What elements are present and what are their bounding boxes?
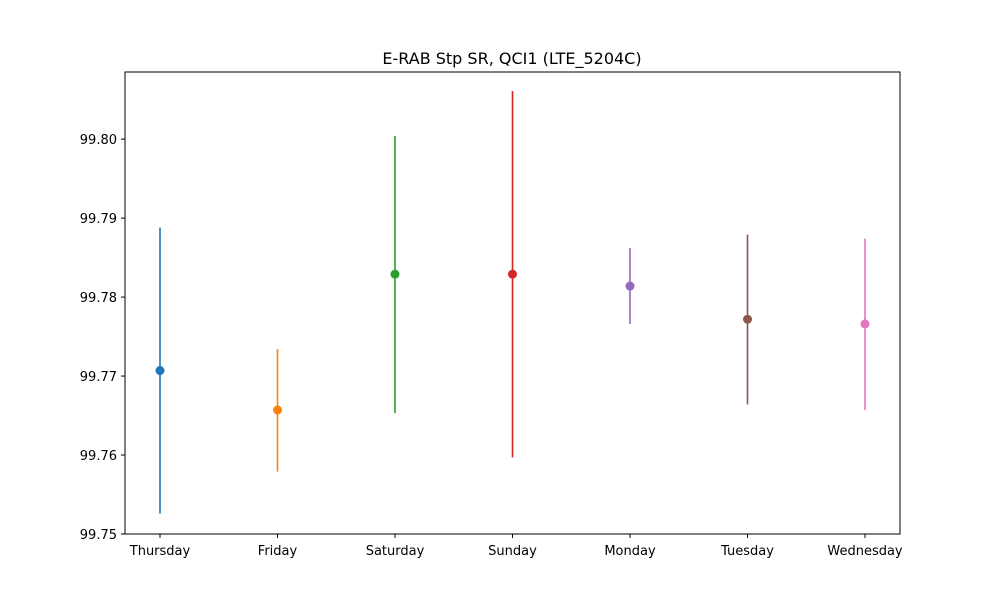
chart-title: E-RAB Stp SR, QCI1 (LTE_5204C) xyxy=(382,49,641,69)
x-tick-label: Saturday xyxy=(366,544,425,559)
mean-marker xyxy=(508,269,517,279)
error-bar-point-saturday xyxy=(390,135,400,414)
y-tick-label: 99.77 xyxy=(80,370,117,385)
x-tick-label: Thursday xyxy=(129,544,191,559)
mean-marker xyxy=(273,405,282,415)
mean-marker xyxy=(155,366,165,376)
y-tick-label: 99.80 xyxy=(80,133,117,148)
y-tick-label: 99.78 xyxy=(80,291,117,306)
error-bar-point-monday xyxy=(625,248,635,324)
x-tick-label: Wednesday xyxy=(827,544,903,559)
error-bar-point-wednesday xyxy=(860,238,870,411)
mean-marker xyxy=(390,269,400,279)
error-bar-point-tuesday xyxy=(743,234,752,405)
y-axis: 99.75 99.76 99.77 99.78 99.79 99.80 xyxy=(80,133,125,543)
error-bar-point-sunday xyxy=(508,90,517,458)
x-tick-label: Monday xyxy=(604,544,656,559)
x-axis: Thursday Friday Saturday Sunday Monday Tuesda… xyxy=(129,534,903,559)
y-tick-label: 99.75 xyxy=(80,528,117,543)
mean-marker xyxy=(625,281,635,291)
mean-marker xyxy=(743,314,752,324)
y-tick-label: 99.79 xyxy=(80,212,117,227)
error-bar-series xyxy=(155,90,870,514)
error-bar-point-friday xyxy=(273,349,282,472)
y-tick-label: 99.76 xyxy=(80,449,117,464)
x-tick-label: Sunday xyxy=(488,544,537,559)
mean-marker xyxy=(860,319,870,329)
error-bar-point-thursday xyxy=(155,227,165,514)
x-tick-label: Tuesday xyxy=(720,544,774,559)
x-tick-label: Friday xyxy=(258,544,298,559)
